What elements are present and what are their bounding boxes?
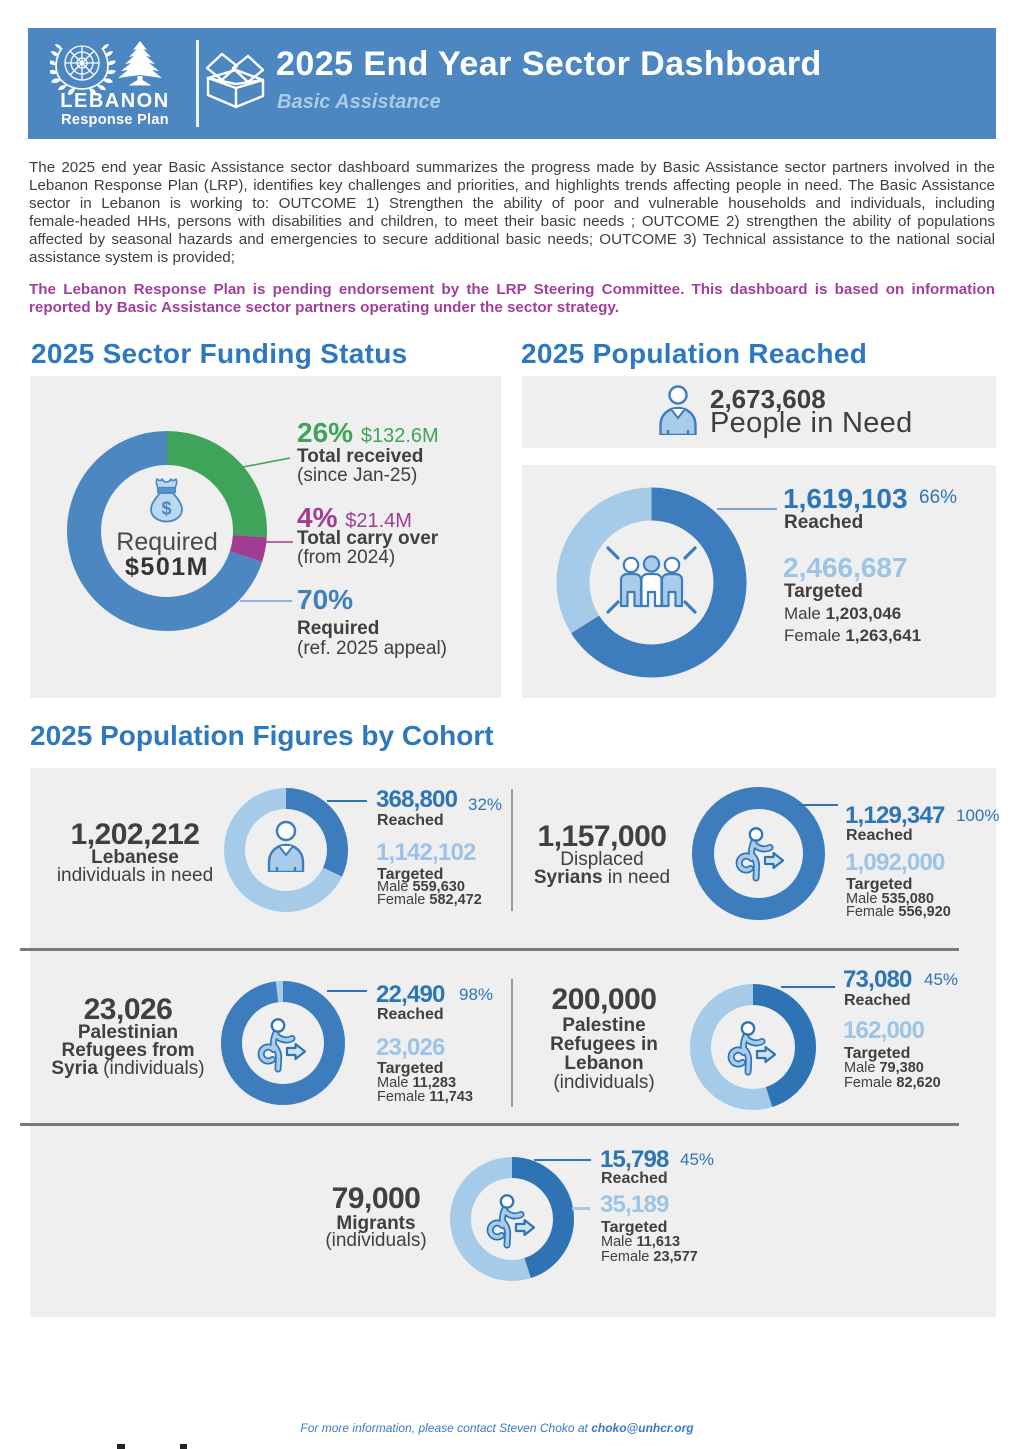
svg-text:Response Plan: Response Plan <box>61 112 169 128</box>
svg-text:LEBANON: LEBANON <box>60 90 169 112</box>
svg-text:$: $ <box>161 499 171 519</box>
